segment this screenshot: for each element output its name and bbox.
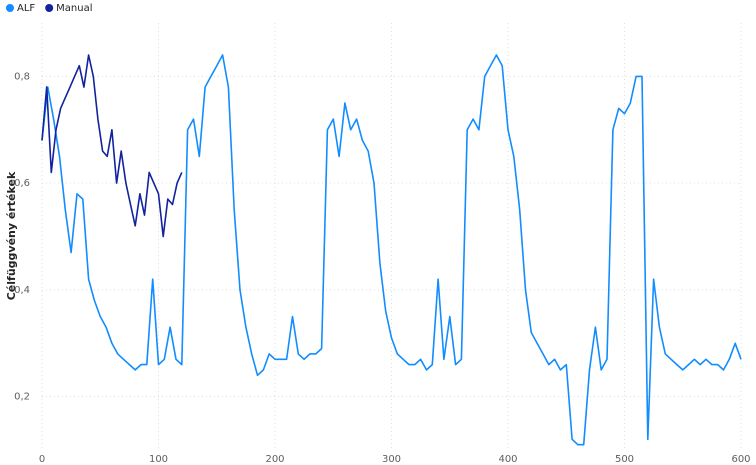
x-tick-label: 300	[382, 454, 401, 465]
y-tick-label: 0,2	[14, 392, 30, 403]
y-axis-label: Célfüggvény értékek	[5, 171, 18, 300]
y-tick-label: 0,8	[14, 71, 30, 82]
legend-marker	[45, 4, 54, 12]
legend-label: Manual	[56, 3, 92, 14]
legend-marker	[6, 4, 14, 12]
x-tick-label: 500	[615, 454, 634, 465]
legend-label: ALF	[17, 3, 35, 14]
x-tick-label: 100	[149, 454, 168, 465]
x-tick-label: 600	[731, 454, 750, 465]
line	[41, 54, 183, 238]
y-tick-label: 0,6	[14, 178, 30, 189]
x-tick-label: 0	[39, 454, 45, 465]
y-tick-label: 0,4	[14, 285, 30, 296]
x-tick-label: 200	[265, 454, 284, 465]
line	[41, 54, 742, 446]
x-tick-label: 400	[498, 454, 517, 465]
